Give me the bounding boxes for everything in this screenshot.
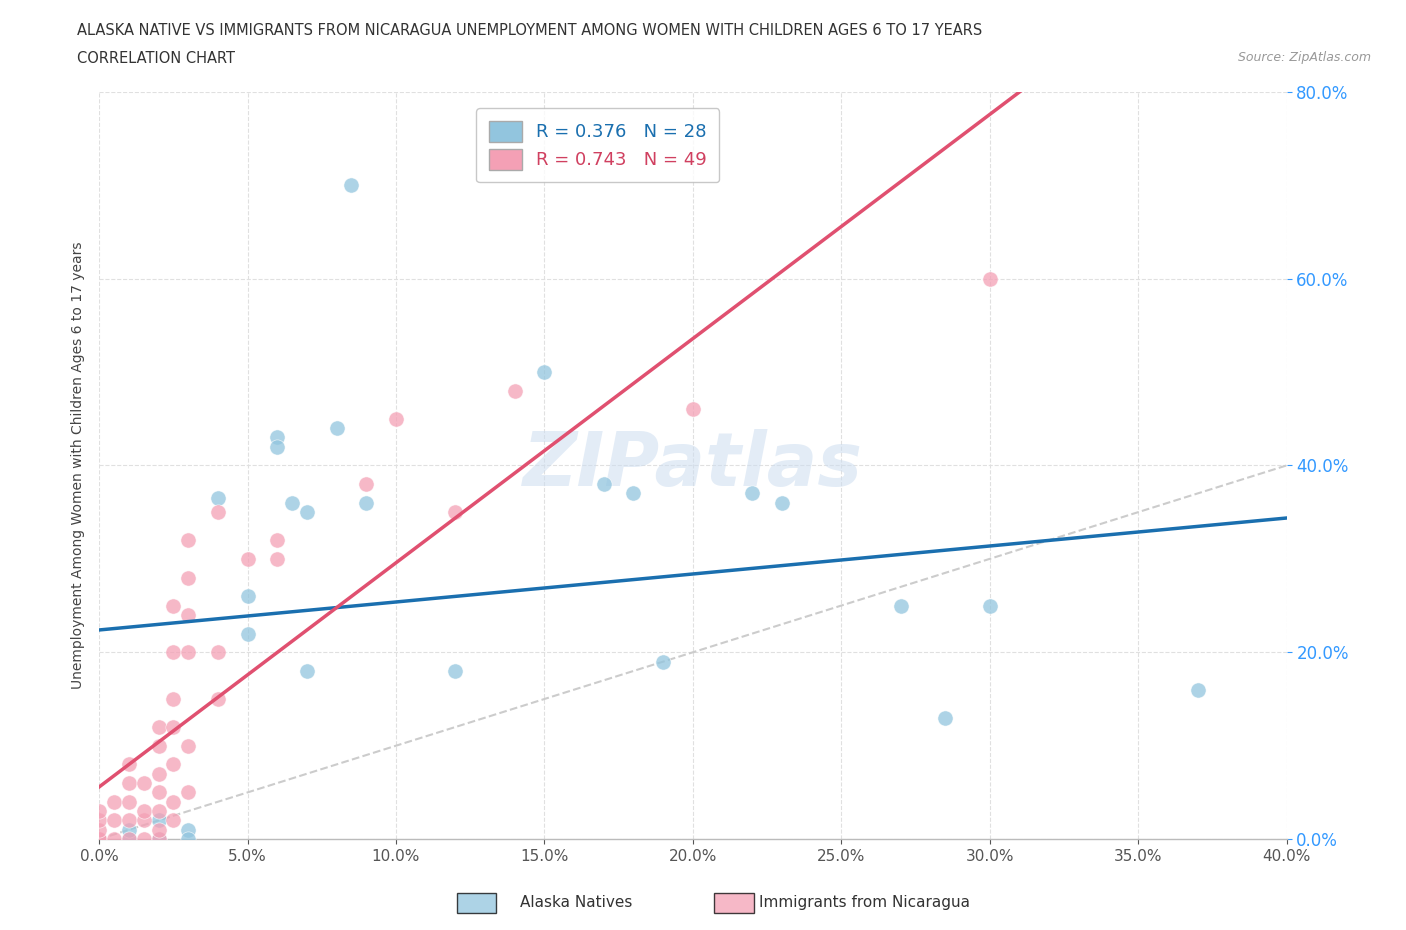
Text: CORRELATION CHART: CORRELATION CHART (77, 51, 235, 66)
Point (177, 822, 200, 837)
Point (118, 822, 141, 837)
Point (118, 794, 141, 809)
Point (148, 831, 170, 846)
Point (162, 794, 184, 809)
Point (325, 420, 347, 435)
Point (118, 813, 141, 828)
Point (503, 383, 526, 398)
Point (132, 831, 155, 846)
Point (533, 365, 555, 379)
Point (177, 831, 200, 846)
Point (281, 496, 304, 511)
Point (162, 692, 184, 707)
Point (162, 644, 184, 659)
Point (177, 533, 200, 548)
Point (118, 776, 141, 790)
Text: ZIPatlas: ZIPatlas (523, 429, 863, 502)
Point (266, 439, 288, 454)
Point (177, 785, 200, 800)
Point (177, 644, 200, 659)
Point (934, 711, 956, 725)
Point (890, 598, 912, 613)
Point (148, 813, 170, 828)
Point (162, 813, 184, 828)
Point (207, 491, 229, 506)
Point (118, 831, 141, 846)
Point (1187, 683, 1209, 698)
Point (444, 663, 467, 678)
Point (295, 505, 318, 520)
Point (89, 831, 111, 846)
Point (236, 626, 259, 641)
Point (385, 411, 408, 426)
Point (356, 477, 378, 492)
Point (444, 505, 467, 520)
Point (623, 486, 645, 501)
Point (682, 402, 704, 417)
Point (236, 551, 259, 566)
Point (118, 831, 141, 846)
Point (89, 804, 111, 818)
Point (592, 477, 614, 492)
Text: Source: ZipAtlas.com: Source: ZipAtlas.com (1237, 51, 1371, 64)
Point (89, 822, 111, 837)
Point (148, 785, 170, 800)
Point (266, 533, 288, 548)
Point (340, 178, 363, 193)
Point (266, 551, 288, 566)
Point (148, 822, 170, 837)
Point (177, 607, 200, 622)
Point (236, 589, 259, 604)
Point (162, 598, 184, 613)
Point (741, 486, 763, 501)
Point (770, 496, 793, 511)
Point (207, 692, 229, 707)
Point (162, 720, 184, 735)
Point (979, 598, 1001, 613)
Point (162, 757, 184, 772)
Point (652, 654, 675, 669)
Y-axis label: Unemployment Among Women with Children Ages 6 to 17 years: Unemployment Among Women with Children A… (72, 242, 86, 689)
Text: Alaska Natives: Alaska Natives (520, 895, 633, 910)
Point (177, 738, 200, 753)
Point (132, 813, 155, 828)
Point (132, 776, 155, 790)
Point (207, 505, 229, 520)
Point (979, 272, 1001, 286)
Point (103, 794, 125, 809)
Point (89, 813, 111, 828)
Point (356, 496, 378, 511)
Point (148, 831, 170, 846)
Point (148, 720, 170, 735)
Point (266, 430, 288, 445)
Point (132, 804, 155, 818)
Text: Immigrants from Nicaragua: Immigrants from Nicaragua (759, 895, 970, 910)
Legend: R = 0.376   N = 28, R = 0.743   N = 49: R = 0.376 N = 28, R = 0.743 N = 49 (477, 108, 720, 182)
Point (207, 644, 229, 659)
Point (148, 738, 170, 753)
Point (295, 663, 318, 678)
Point (89, 831, 111, 846)
Point (103, 813, 125, 828)
Point (177, 570, 200, 585)
Point (118, 757, 141, 772)
Point (148, 766, 170, 781)
Point (148, 804, 170, 818)
Point (103, 831, 125, 846)
Text: ALASKA NATIVE VS IMMIGRANTS FROM NICARAGUA UNEMPLOYMENT AMONG WOMEN WITH CHILDRE: ALASKA NATIVE VS IMMIGRANTS FROM NICARAG… (77, 23, 983, 38)
